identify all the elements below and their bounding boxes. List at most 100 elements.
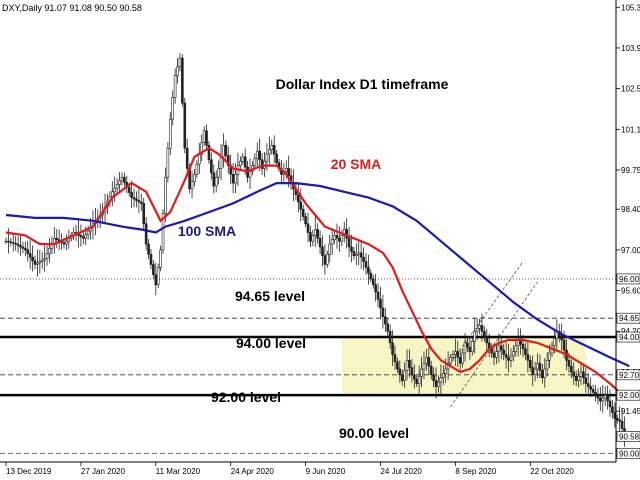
candle-body [483, 330, 486, 338]
candle-body [127, 187, 131, 193]
candle-body [357, 252, 361, 255]
candle-body [313, 229, 317, 236]
candle-body [536, 362, 539, 370]
candle-body [330, 239, 334, 245]
candle-body [115, 184, 119, 189]
candle-body [309, 232, 312, 242]
y-axis: 105.35 103.95 102.55 101.15 99.75 98.40 97.00 9… [616, 3, 640, 459]
candle-body [183, 102, 187, 149]
x-tick-label: 11 Mar 2020 [156, 467, 201, 476]
candle-body [16, 243, 20, 246]
candle-body [591, 389, 595, 393]
price-tag-bg [616, 273, 640, 285]
candle-body [222, 144, 225, 158]
candle-body [528, 360, 532, 368]
candle-body [466, 342, 469, 348]
candle-body [620, 421, 624, 429]
price-tag-label: 92.00 [619, 391, 640, 400]
moving-averages [5, 146, 630, 400]
candle-body [495, 351, 498, 358]
candle-body [333, 235, 336, 241]
candle-body [321, 246, 324, 256]
candle-body [326, 253, 329, 265]
candle-body [243, 156, 247, 168]
candle-body [420, 368, 423, 377]
candle-body [541, 370, 544, 379]
candle-body [345, 229, 348, 239]
candle-body [275, 153, 278, 164]
y-tick-label: 102.55 [621, 85, 640, 94]
candle-body [40, 259, 44, 262]
candle-body [217, 168, 220, 178]
candle-body [120, 176, 124, 182]
candle-body [214, 176, 218, 187]
candle-body [393, 354, 397, 363]
candle-body [323, 255, 327, 265]
chart-header: DXY,Daily 91.07 91.08 90.50 90.58 [2, 3, 142, 13]
price-tag-bg [616, 369, 640, 381]
candle-body [456, 351, 460, 358]
candle-body [567, 360, 571, 367]
candle-body [265, 153, 269, 162]
candle-body [384, 316, 387, 325]
label-94-00-level: 94.00 level [236, 335, 306, 351]
candle-body [311, 235, 315, 242]
candle-body [454, 351, 457, 355]
candle-body [86, 230, 90, 235]
candle-body [538, 362, 542, 371]
candle-body [82, 236, 85, 239]
candle-body [490, 348, 493, 354]
candle-body [413, 374, 416, 380]
candle-body [139, 201, 143, 204]
candle-body [408, 360, 411, 368]
candle-body [173, 75, 177, 98]
candle-body [297, 194, 300, 203]
series-line-100-sma [5, 182, 630, 368]
y-tick-label: 98.40 [621, 205, 640, 214]
candle-body [468, 346, 472, 352]
x-tick-label: 24 Jul 2020 [380, 467, 422, 476]
candle-body [603, 394, 607, 399]
candle-body [340, 235, 344, 242]
candle-body [193, 174, 196, 182]
candle-body [316, 229, 319, 239]
candle-body [463, 342, 467, 354]
candle-body [55, 237, 59, 241]
price-tag-label: 94.65 [619, 314, 640, 323]
x-tick-label: 9 Jun 2020 [306, 467, 346, 476]
candle-body [38, 261, 42, 264]
candle-body [388, 330, 392, 344]
candle-body [118, 180, 121, 185]
candle-body [441, 373, 445, 379]
label-92-00-level: 92.00 level [211, 389, 281, 405]
candle-body [369, 272, 373, 280]
candle-body [485, 336, 489, 344]
label-90-00-level: 90.00 level [339, 425, 409, 441]
candle-body [608, 400, 612, 408]
y-tick-label: 101.15 [621, 125, 640, 134]
candle-body [589, 386, 592, 390]
candle-body [284, 168, 288, 172]
candle-body [239, 160, 242, 166]
candle-body [152, 264, 155, 275]
candle-body [36, 262, 39, 265]
candle-body [521, 344, 525, 349]
candle-body [492, 352, 496, 358]
candle-body [359, 252, 363, 258]
candle-body [48, 248, 51, 254]
candle-body [258, 150, 261, 161]
candle-body [367, 267, 370, 274]
candle-body [381, 307, 385, 318]
candle-body [21, 246, 25, 249]
price-tag-label: 92.70 [619, 371, 640, 380]
candle-body [403, 370, 406, 381]
candle-body [301, 208, 305, 217]
candle-body [132, 197, 136, 200]
candle-body [504, 354, 508, 358]
candle-body [596, 394, 600, 399]
candle-body [84, 234, 88, 239]
candle-body [478, 325, 481, 329]
candle-body [28, 253, 32, 258]
candle-body [195, 163, 199, 175]
candle-body [391, 342, 394, 355]
